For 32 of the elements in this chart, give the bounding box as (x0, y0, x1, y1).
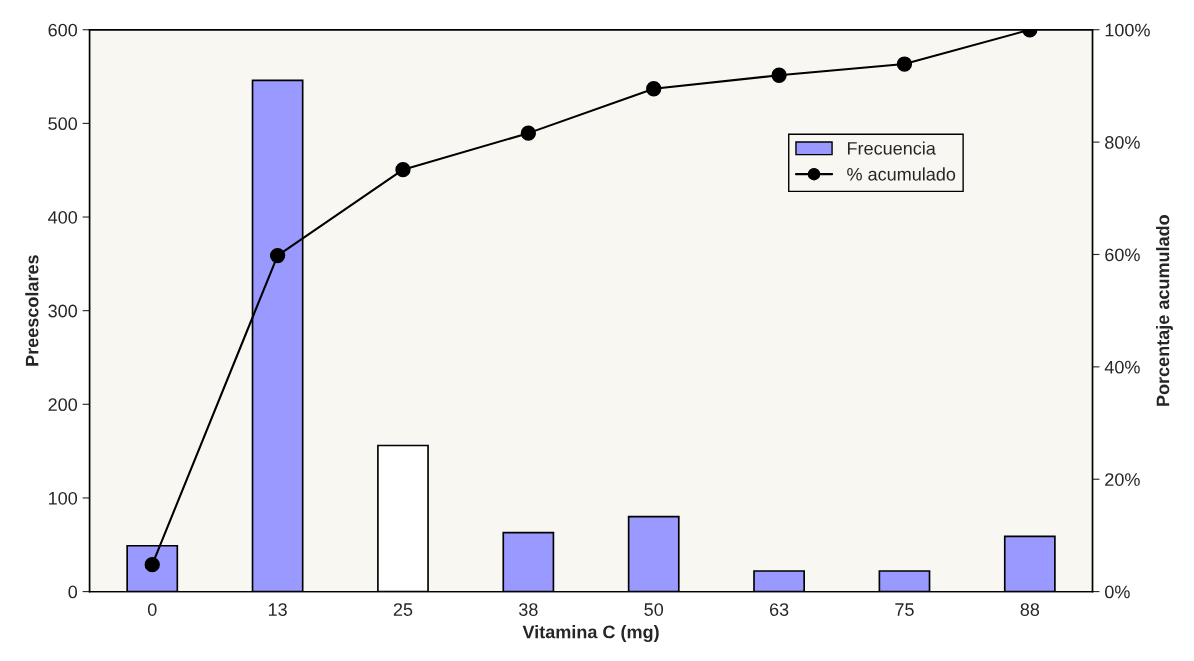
point (269, 247, 286, 264)
y-tick-label: 100 (49, 491, 78, 505)
legend-label: % acumulado (847, 167, 956, 181)
y-tick-label: 0 (68, 585, 78, 599)
point (520, 125, 536, 141)
y2-tick-label: 0% (1105, 585, 1130, 599)
y2-tick-label: 40% (1104, 360, 1140, 374)
point (771, 67, 787, 83)
x-tick-label: 13 (268, 603, 287, 616)
legend-label: Frecuencia (847, 141, 936, 155)
y-tick-label: 200 (48, 398, 78, 412)
x-tick-label: 88 (1020, 603, 1040, 616)
y2-tick-label: 60% (1105, 248, 1140, 262)
y-tick-label: 400 (48, 210, 78, 224)
x-tick-label: 75 (895, 603, 914, 616)
y-axis-title: Preescolares (25, 255, 39, 366)
y2-tick-label: 20% (1105, 473, 1140, 486)
x-tick-label: 0 (147, 603, 157, 616)
x-tick-label: 63 (769, 603, 789, 616)
point (395, 162, 411, 178)
y-tick-label: 300 (48, 304, 78, 318)
y2-tick-label: 100% (1105, 23, 1150, 37)
y2-axis-title: Porcentaje acumulado (1156, 215, 1173, 406)
y2-tick-label: 80% (1105, 136, 1140, 149)
x-axis-title: Vitamina C (mg) (522, 625, 659, 642)
x-tick-label: 38 (518, 603, 538, 616)
y-tick-label: 500 (48, 117, 78, 131)
x-tick-label: 25 (393, 603, 413, 616)
point (646, 81, 662, 97)
point (896, 56, 913, 72)
x-tick-label: 50 (644, 603, 664, 616)
y-tick-label: 600 (48, 23, 78, 37)
